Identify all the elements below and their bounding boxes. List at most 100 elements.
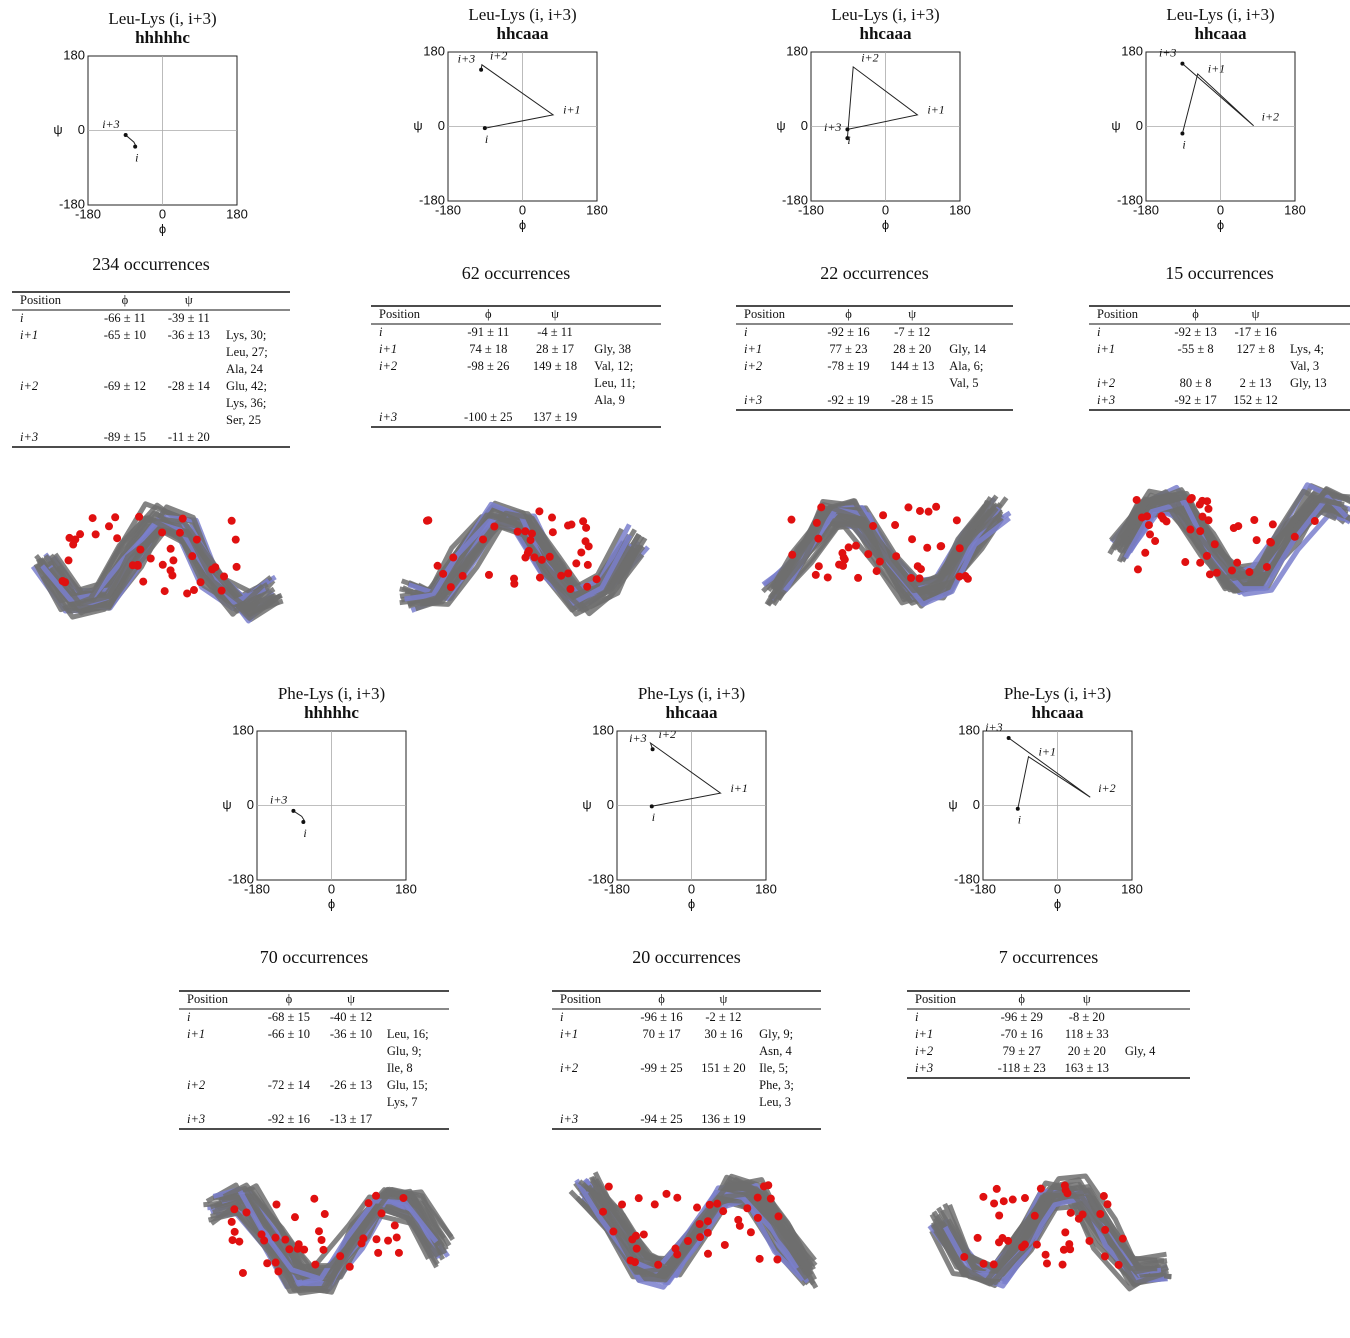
oxygen-atom bbox=[651, 1200, 659, 1208]
table-cell: 144 ± 13 bbox=[890, 359, 934, 373]
table-cell: -66 ± 11 bbox=[104, 311, 146, 325]
table-cell: Leu, 3 bbox=[759, 1095, 791, 1109]
oxygen-atom bbox=[1104, 1200, 1112, 1208]
table-cell: i bbox=[379, 325, 383, 339]
table-cell: -72 ± 14 bbox=[268, 1078, 311, 1092]
panel-title: Phe-Lys (i, i+3) bbox=[278, 684, 385, 703]
table-cell: i+3 bbox=[20, 430, 38, 444]
oxygen-atom bbox=[706, 1201, 714, 1209]
panel-code: hhcaaa bbox=[1195, 24, 1247, 43]
phi-psi-point bbox=[124, 133, 128, 137]
oxygen-atom bbox=[557, 572, 565, 580]
phi-psi-point bbox=[1007, 736, 1011, 740]
oxygen-atom bbox=[434, 562, 442, 570]
oxygen-atom bbox=[377, 1209, 385, 1217]
table-cell: i+2 bbox=[1097, 376, 1115, 390]
table-header: Position bbox=[187, 992, 229, 1006]
table-cell: -68 ± 15 bbox=[268, 1010, 310, 1024]
oxygen-atom bbox=[548, 514, 556, 522]
table-cell: 30 ± 16 bbox=[704, 1027, 742, 1041]
phi-psi-path bbox=[481, 65, 553, 128]
table-cell: Gly, 13 bbox=[1290, 376, 1327, 390]
oxygen-atom bbox=[1211, 540, 1219, 548]
oxygen-atom bbox=[756, 1255, 764, 1263]
table-cell: i+3 bbox=[744, 393, 762, 407]
oxygen-atom bbox=[136, 546, 144, 554]
oxygen-atom bbox=[754, 1214, 762, 1222]
table-cell: -4 ± 11 bbox=[537, 325, 573, 339]
molecule-render bbox=[1110, 485, 1350, 594]
table-cell: 118 ± 33 bbox=[1065, 1027, 1109, 1041]
table-cell: -92 ± 16 bbox=[827, 325, 869, 339]
oxygen-atom bbox=[315, 1227, 323, 1235]
table-cell: Ala, 24 bbox=[226, 362, 264, 376]
table-cell: 79 ± 27 bbox=[1003, 1044, 1041, 1058]
table-cell: -55 ± 8 bbox=[1178, 342, 1214, 356]
oxygen-atom bbox=[990, 1199, 998, 1207]
oxygen-atom bbox=[1133, 496, 1141, 504]
phi-psi-point bbox=[650, 804, 654, 808]
molecule-render bbox=[400, 503, 648, 614]
oxygen-atom bbox=[65, 556, 73, 564]
table-cell: -70 ± 16 bbox=[1001, 1027, 1043, 1041]
table-cell: 70 ± 17 bbox=[642, 1027, 680, 1041]
table-cell: 20 ± 20 bbox=[1068, 1044, 1106, 1058]
oxygen-atom bbox=[662, 1190, 670, 1198]
phi-psi-path bbox=[651, 743, 721, 806]
table-cell: -91 ± 11 bbox=[467, 325, 509, 339]
oxygen-atom bbox=[372, 1192, 380, 1200]
molecule-render bbox=[763, 496, 1010, 606]
table-header: ψ bbox=[185, 293, 193, 307]
table-cell: 152 ± 12 bbox=[1233, 393, 1277, 407]
x-tick-label: 0 bbox=[328, 881, 335, 896]
table-cell: Ser, 25 bbox=[226, 413, 261, 427]
table-header: ψ bbox=[551, 307, 559, 321]
y-tick-label: 180 bbox=[786, 43, 808, 58]
oxygen-atom bbox=[391, 1221, 399, 1229]
oxygen-atom bbox=[1100, 1192, 1108, 1200]
oxygen-atom bbox=[704, 1250, 712, 1258]
occurrences: 20 occurrences bbox=[632, 947, 740, 967]
oxygen-atom bbox=[632, 1232, 640, 1240]
oxygen-atom bbox=[605, 1183, 613, 1191]
oxygen-atom bbox=[535, 507, 543, 515]
oxygen-atom bbox=[346, 1263, 354, 1271]
oxygen-atom bbox=[336, 1252, 344, 1260]
oxygen-atom bbox=[111, 513, 119, 521]
x-tick-label: 180 bbox=[226, 206, 248, 221]
oxygen-atom bbox=[721, 1241, 729, 1249]
oxygen-atom bbox=[549, 528, 557, 536]
oxygen-atom bbox=[147, 554, 155, 562]
oxygen-atom bbox=[1009, 1196, 1017, 1204]
table-cell: -100 ± 25 bbox=[464, 410, 513, 424]
oxygen-atom bbox=[1267, 539, 1275, 547]
oxygen-atom bbox=[640, 1230, 648, 1238]
table-cell: Ala, 6; bbox=[949, 359, 983, 373]
table-cell: Lys, 36; bbox=[226, 396, 266, 410]
oxygen-atom bbox=[892, 552, 900, 560]
oxygen-atom bbox=[734, 1216, 742, 1224]
y-tick-label: 0 bbox=[438, 118, 445, 133]
x-tick-label: 0 bbox=[159, 206, 166, 221]
x-tick-label: 0 bbox=[1054, 881, 1061, 896]
oxygen-atom bbox=[609, 1228, 617, 1236]
phi-psi-point bbox=[479, 68, 483, 72]
oxygen-atom bbox=[167, 545, 175, 553]
y-tick-label: -180 bbox=[588, 871, 614, 886]
oxygen-atom bbox=[618, 1201, 626, 1209]
oxygen-atom bbox=[285, 1245, 293, 1253]
point-label: i+2 bbox=[1262, 109, 1279, 123]
point-label: i+3 bbox=[458, 52, 475, 66]
phi-psi-point bbox=[133, 145, 137, 149]
table-header: Position bbox=[560, 992, 602, 1006]
table-cell: Gly, 38 bbox=[594, 342, 631, 356]
y-axis-label: ψ bbox=[948, 797, 957, 812]
oxygen-atom bbox=[524, 549, 532, 557]
oxygen-atom bbox=[990, 1260, 998, 1268]
y-axis-label: ψ bbox=[776, 118, 785, 133]
y-tick-label: 0 bbox=[801, 118, 808, 133]
occurrences: 70 occurrences bbox=[260, 947, 368, 967]
oxygen-atom bbox=[169, 556, 177, 564]
panel-title: Leu-Lys (i, i+3) bbox=[1166, 5, 1274, 24]
oxygen-atom bbox=[953, 516, 961, 524]
